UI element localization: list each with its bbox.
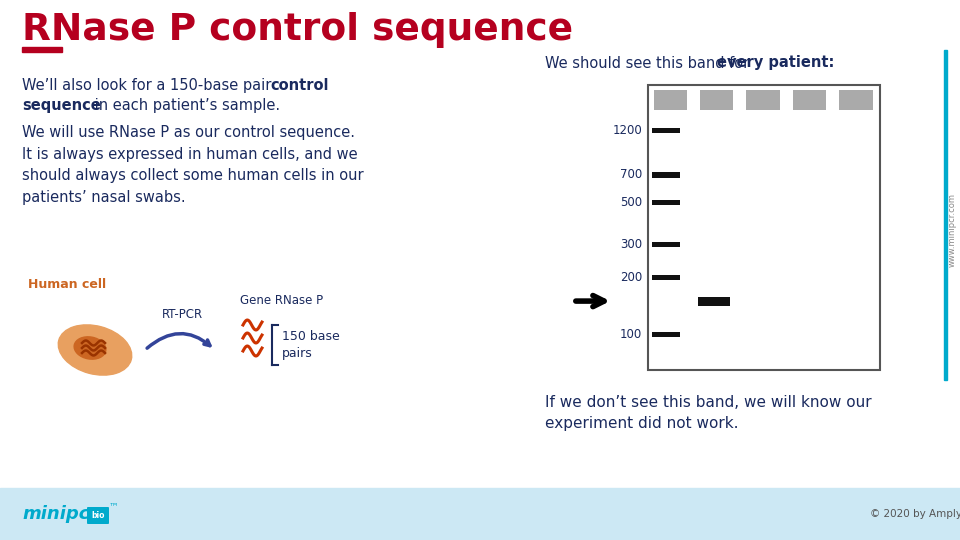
Text: minipcr: minipcr xyxy=(22,505,98,523)
Text: We’ll also look for a 150-base pair: We’ll also look for a 150-base pair xyxy=(22,78,276,93)
Text: If we don’t see this band, we will know our
experiment did not work.: If we don’t see this band, we will know … xyxy=(545,395,872,431)
Text: www.minipcr.com: www.minipcr.com xyxy=(948,193,956,267)
Bar xyxy=(839,90,873,110)
Bar xyxy=(944,50,947,380)
Text: We will use RNase P as our control sequence.
It is always expressed in human cel: We will use RNase P as our control seque… xyxy=(22,125,364,205)
Text: We should see this band for: We should see this band for xyxy=(545,56,754,71)
Bar xyxy=(652,172,680,178)
FancyBboxPatch shape xyxy=(87,507,109,524)
Bar xyxy=(22,47,62,52)
Bar xyxy=(0,488,960,540)
Bar xyxy=(652,332,680,338)
Text: every patient:: every patient: xyxy=(717,56,834,71)
Text: 1200: 1200 xyxy=(612,124,642,137)
Bar xyxy=(698,297,730,306)
Bar xyxy=(652,275,680,280)
Bar xyxy=(652,200,680,205)
Text: Gene RNase P: Gene RNase P xyxy=(240,294,324,307)
Text: in each patient’s sample.: in each patient’s sample. xyxy=(90,98,280,113)
Text: RT-PCR: RT-PCR xyxy=(161,307,203,321)
Text: 100: 100 xyxy=(620,328,642,341)
Bar xyxy=(746,90,780,110)
Bar xyxy=(652,128,680,133)
Text: Human cell: Human cell xyxy=(28,279,107,292)
Text: bio: bio xyxy=(91,511,105,521)
Bar xyxy=(652,242,680,247)
Bar xyxy=(654,90,687,110)
Text: © 2020 by Amplyus LLC: © 2020 by Amplyus LLC xyxy=(870,509,960,519)
Text: ™: ™ xyxy=(109,501,119,511)
Text: 500: 500 xyxy=(620,195,642,209)
Text: 150 base
pairs: 150 base pairs xyxy=(282,330,340,360)
Ellipse shape xyxy=(74,337,106,359)
Bar xyxy=(648,85,880,370)
Text: RNase P control sequence: RNase P control sequence xyxy=(22,12,573,48)
Text: 200: 200 xyxy=(620,271,642,284)
Text: 700: 700 xyxy=(620,168,642,181)
Bar xyxy=(793,90,827,110)
Text: 300: 300 xyxy=(620,238,642,251)
Bar xyxy=(700,90,733,110)
Ellipse shape xyxy=(59,325,132,375)
Text: sequence: sequence xyxy=(22,98,101,113)
Text: control: control xyxy=(270,78,328,93)
